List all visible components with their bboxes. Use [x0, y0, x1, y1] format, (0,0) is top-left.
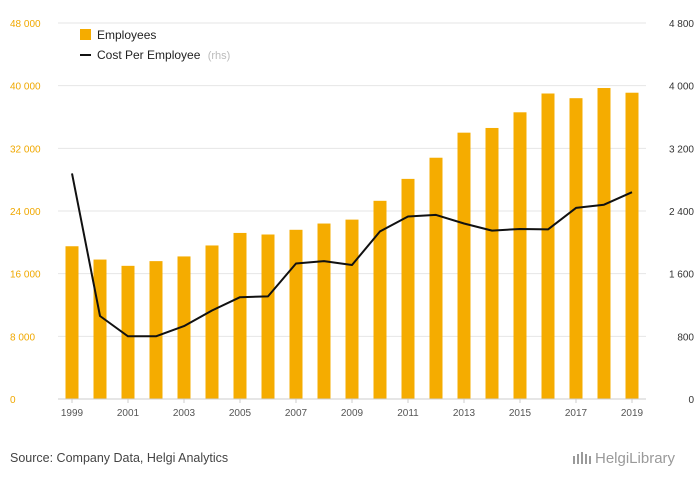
x-tick-label: 1999 [61, 408, 84, 419]
x-tick-label: 2019 [621, 408, 644, 419]
employees-bar [457, 132, 471, 399]
left-y-tick-label: 40 000 [10, 82, 41, 93]
legend-label-cost-name: Cost Per Employee [97, 48, 201, 62]
cost-per-employee-line [71, 173, 633, 338]
legend: Employees Cost Per Employee (rhs) [80, 28, 230, 62]
employees-bar [345, 219, 359, 399]
employees-bar [485, 127, 499, 399]
x-axis-labels: 1999 2001 2003 2005 2007 2009 2011 2013 2015 2017… [61, 399, 644, 419]
left-y-tick-label: 16 000 [10, 270, 41, 281]
x-tick-label: 2007 [285, 408, 308, 419]
employees-bar [177, 256, 191, 399]
employees-bar [65, 246, 79, 399]
x-tick-label: 2015 [509, 408, 532, 419]
left-y-tick-label: 8 000 [10, 332, 35, 343]
right-y-tick-label: 800 [677, 332, 694, 343]
x-tick-label: 2001 [117, 408, 140, 419]
right-y-tick-label: 1 600 [669, 270, 694, 281]
right-y-tick-label: 2 400 [669, 207, 694, 218]
employees-bar [513, 112, 527, 400]
right-y-tick-label: 3 200 [669, 144, 694, 155]
employees-bar [569, 98, 583, 399]
employees-bar [205, 245, 219, 399]
left-y-tick-label: 48 000 [10, 19, 41, 30]
right-y-tick-label: 4 000 [669, 82, 694, 93]
left-y-axis-labels: 0 8 000 16 000 24 000 32 000 40 000 48 000 [10, 19, 41, 406]
employees-bar [93, 259, 107, 399]
employees-bar [401, 178, 415, 399]
chart: 0 8 000 16 000 24 000 32 000 40 000 48 000 0 80… [10, 19, 694, 419]
legend-label-cost-per-employee: Cost Per Employee (rhs) [97, 48, 230, 62]
legend-label-rhs: (rhs) [208, 50, 231, 62]
source-note: Source: Company Data, Helgi Analytics [10, 451, 229, 465]
employees-bar [597, 88, 611, 400]
x-tick-label: 2009 [341, 408, 364, 419]
employees-bar [289, 229, 303, 399]
right-y-tick-label: 4 800 [669, 19, 694, 30]
employees-bar [625, 92, 639, 399]
logo-text: HelgiLibrary [595, 450, 676, 467]
left-y-tick-label: 0 [10, 395, 16, 406]
right-y-tick-label: 0 [688, 395, 694, 406]
x-tick-label: 2005 [229, 408, 252, 419]
x-tick-label: 2017 [565, 408, 588, 419]
employees-bar [121, 265, 135, 399]
left-y-tick-label: 32 000 [10, 144, 41, 155]
employees-bar [429, 157, 443, 399]
x-tick-label: 2011 [397, 408, 419, 419]
employees-bars [65, 88, 639, 400]
employees-bar [541, 93, 555, 399]
left-y-tick-label: 24 000 [10, 207, 41, 218]
employees-bar [149, 261, 163, 399]
employees-bar [317, 223, 331, 399]
legend-swatch-employees [80, 29, 91, 40]
x-tick-label: 2003 [173, 408, 196, 419]
legend-label-employees: Employees [97, 28, 156, 42]
employees-bar [261, 234, 275, 399]
x-tick-label: 2013 [453, 408, 476, 419]
employees-bar [233, 232, 247, 399]
employees-bar [373, 200, 387, 399]
helgi-library-logo: HelgiLibrary [572, 450, 675, 469]
library-logo-icon [572, 451, 592, 469]
right-y-axis-labels: 0 800 1 600 2 400 3 200 4 000 4 800 [669, 19, 694, 406]
